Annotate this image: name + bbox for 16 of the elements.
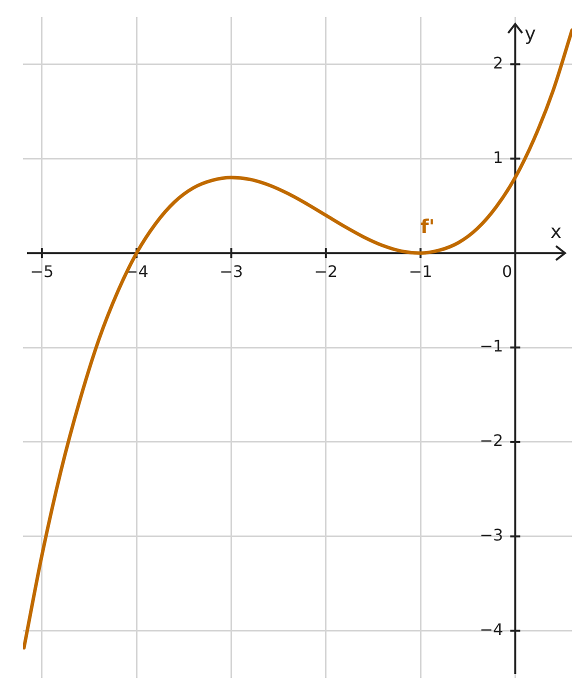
series-label: f': [420, 216, 435, 238]
y-tick-label: −3: [480, 526, 504, 545]
x-axis-title: x: [550, 221, 562, 244]
line-series: [23, 28, 572, 650]
y-tick-label: −4: [480, 620, 504, 639]
x-tick-label: 0: [502, 262, 512, 282]
x-tick-label: −4: [124, 262, 148, 282]
x-tick-label: −2: [314, 262, 338, 282]
y-tick-label: 1: [493, 148, 504, 167]
y-tick-label: −2: [480, 431, 504, 450]
y-tick-label: −1: [480, 336, 504, 356]
x-tick-label: −3: [219, 262, 244, 282]
x-tick-label: −5: [30, 262, 54, 282]
y-tick-label: 2: [493, 53, 504, 72]
y-axis-title: y: [524, 22, 536, 45]
x-tick-label: −1: [408, 262, 432, 282]
